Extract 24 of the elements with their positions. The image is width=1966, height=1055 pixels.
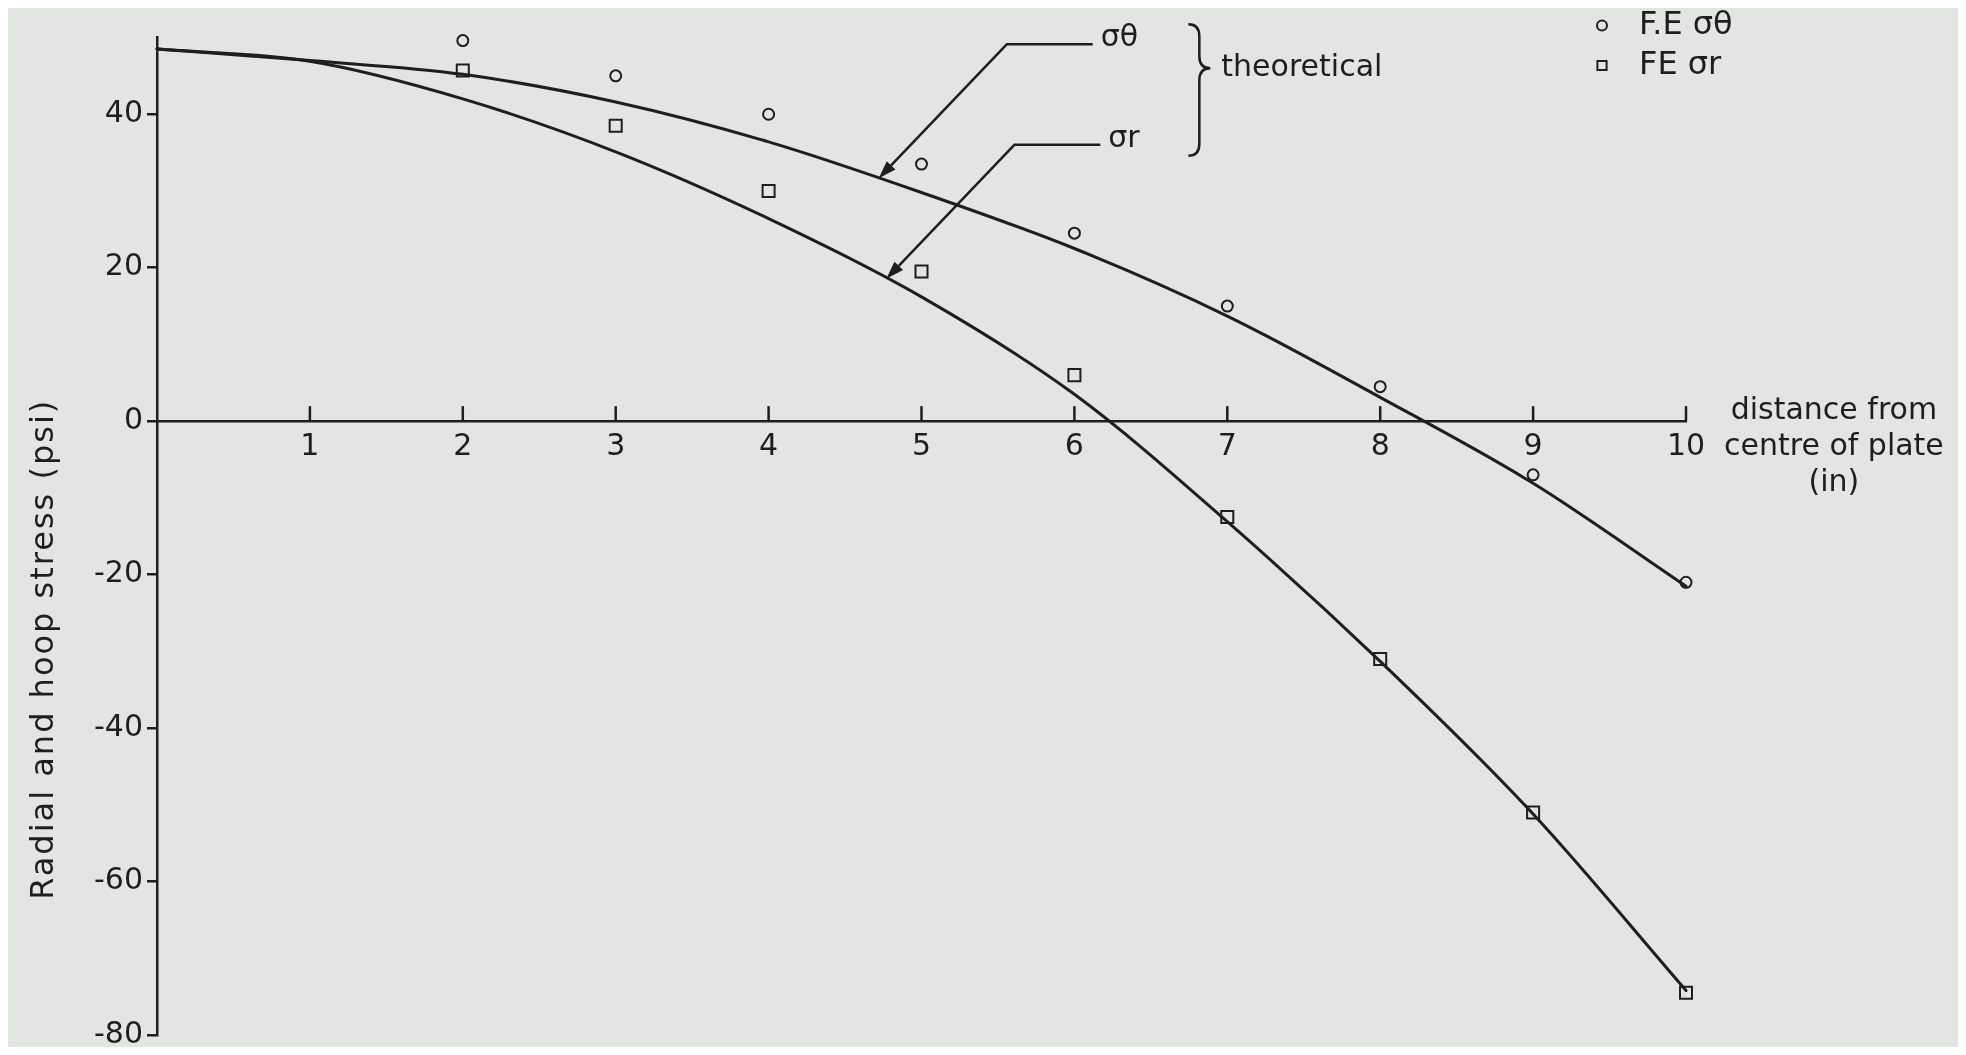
annotation: σr [1108,118,1141,154]
x-tick-label: 1 [300,426,320,462]
x-tick-label: 2 [453,426,473,462]
legend-label: FE σr [1639,43,1723,82]
y-tick-label: 0 [123,400,143,436]
y-tick-label: 20 [104,247,143,283]
x-axis-title: distance from centre of plate (in) [1723,390,1944,498]
y-tick-label: -20 [94,554,143,590]
y-tick-label: 40 [104,94,143,130]
annotation: σθ [1100,18,1139,54]
legend-label: F.E σθ [1639,3,1733,42]
x-tick-label: 5 [911,426,932,462]
x-tick-label: 8 [1370,426,1390,462]
annotation: theoretical [1221,48,1383,84]
y-axis-title: Radial and hoop stress (psi) [23,398,62,900]
y-tick-label: -40 [94,707,143,743]
x-tick-label: 6 [1064,426,1084,462]
y-tick-label: -60 [94,861,143,897]
x-tick-label: 10 [1666,426,1706,462]
x-tick-label: 3 [606,426,626,462]
x-tick-label: 4 [759,426,779,462]
y-tick-label: -80 [94,1014,143,1050]
x-tick-label: 9 [1523,426,1543,462]
x-tick-label: 7 [1217,426,1237,462]
